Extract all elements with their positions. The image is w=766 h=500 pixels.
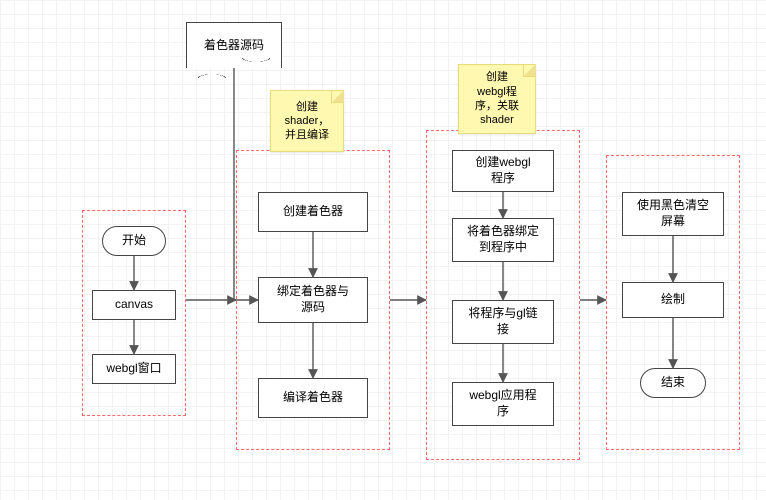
node-shader-source: 着色器源码	[186, 22, 282, 68]
node-attach-shader: 将着色器绑定到程序中	[452, 218, 554, 262]
node-canvas: canvas	[92, 290, 176, 320]
node-label: 创建webgl程序	[475, 155, 530, 186]
node-draw: 绘制	[622, 282, 724, 318]
note-fold-icon	[523, 64, 536, 77]
node-compile-shader: 编译着色器	[258, 378, 368, 418]
note-shader-text: 创建shader，并且编译	[285, 100, 330, 143]
node-end: 结束	[640, 368, 706, 398]
node-label: 开始	[122, 233, 146, 249]
node-label: canvas	[115, 297, 153, 313]
node-label: 创建着色器	[283, 204, 343, 220]
node-start: 开始	[102, 226, 166, 256]
node-clear-screen: 使用黑色清空屏幕	[622, 192, 724, 236]
node-label: 绑定着色器与源码	[277, 284, 349, 315]
node-webgl-app: webgl应用程序	[452, 382, 554, 426]
node-label: webgl应用程序	[469, 388, 536, 419]
note-program: 创建webgl程序，关联shader	[458, 64, 536, 134]
node-label: 着色器源码	[204, 38, 264, 54]
node-create-program: 创建webgl程序	[452, 150, 554, 192]
flowchart-canvas: 创建shader，并且编译 创建webgl程序，关联shader 着色器源码 开…	[0, 0, 766, 500]
node-label: 绘制	[661, 292, 685, 308]
note-program-text: 创建webgl程序，关联shader	[475, 70, 519, 127]
note-shader: 创建shader，并且编译	[270, 90, 344, 152]
node-bind-source: 绑定着色器与源码	[258, 277, 368, 323]
node-link-program: 将程序与gl链接	[452, 300, 554, 344]
node-label: 结束	[661, 375, 685, 391]
node-label: 使用黑色清空屏幕	[637, 198, 709, 229]
node-label: 编译着色器	[283, 390, 343, 406]
note-fold-icon	[331, 90, 344, 103]
node-create-shader: 创建着色器	[258, 192, 368, 232]
node-label: 将程序与gl链接	[468, 306, 537, 337]
node-label: webgl窗口	[106, 361, 161, 377]
node-label: 将着色器绑定到程序中	[467, 224, 539, 255]
node-webgl-context: webgl窗口	[92, 354, 176, 384]
